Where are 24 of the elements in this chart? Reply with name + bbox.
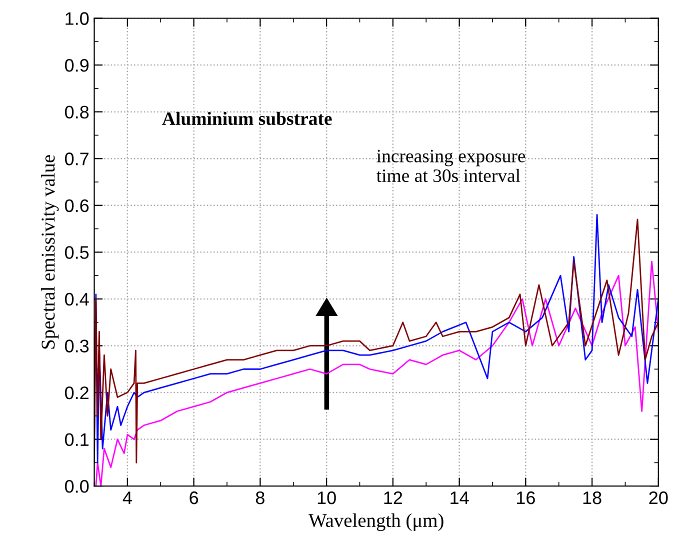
x-axis-title: Wavelength (μm) <box>308 513 444 532</box>
x-tick-label: 12 <box>384 491 402 504</box>
y-tick-label: 0.7 <box>65 152 88 166</box>
y-tick-label: 0.6 <box>65 199 89 212</box>
x-tick-label: 14 <box>450 492 469 504</box>
y-tick-label: 0.5 <box>65 246 89 259</box>
x-tick-label: 20 <box>649 491 668 504</box>
y-tick-label: 0.9 <box>65 58 89 72</box>
x-tick-label: 10 <box>318 491 336 504</box>
y-tick-label: 0.4 <box>65 292 89 306</box>
y-axis-title: Spectral emissivity value <box>41 155 59 349</box>
x-tick-label: 4 <box>122 492 132 504</box>
annotation: increasing exposure time at 30s interval <box>376 150 526 182</box>
y-tick-label: 0.8 <box>65 106 89 119</box>
y-tick-label: 1.0 <box>66 12 89 25</box>
y-tick-label: 0.2 <box>65 386 88 400</box>
x-tick-label: 6 <box>190 491 198 504</box>
y-tick-label: 0.3 <box>65 340 89 352</box>
annotation: Aluminium substrate <box>162 112 332 126</box>
y-tick-label: 0.1 <box>65 433 89 446</box>
x-tick-label: 16 <box>517 491 535 504</box>
x-tick-label: 8 <box>256 491 264 504</box>
y-tick-label: 0.0 <box>65 480 89 493</box>
x-tick-label: 18 <box>583 491 602 504</box>
